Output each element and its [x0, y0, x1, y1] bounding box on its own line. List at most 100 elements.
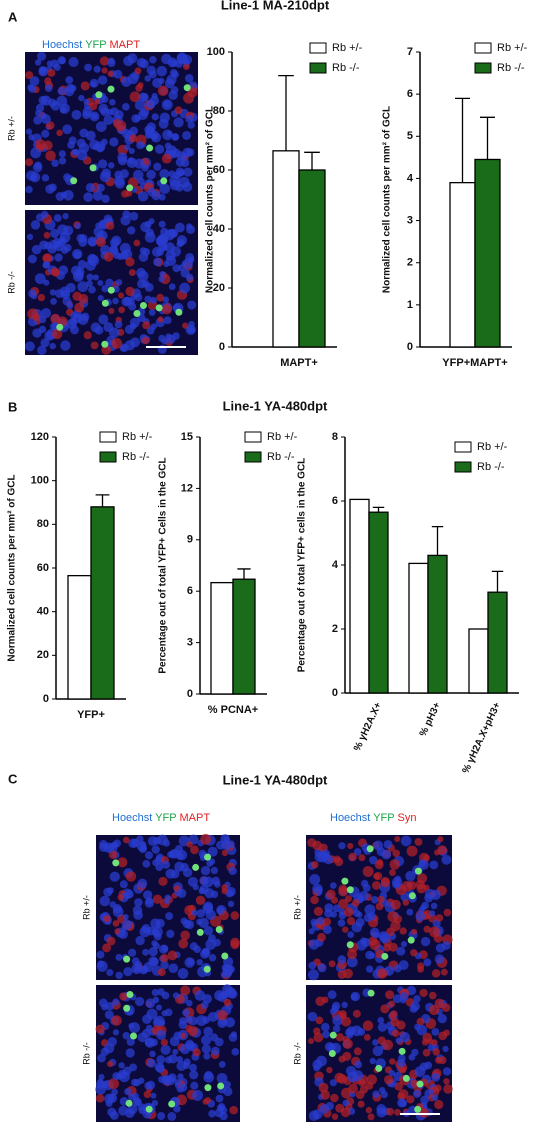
- nucleus: [351, 899, 360, 907]
- nucleus: [161, 53, 172, 65]
- nucleus: [362, 1020, 374, 1031]
- nucleus: [217, 1010, 228, 1021]
- nucleus: [72, 271, 84, 282]
- nucleus: [201, 947, 210, 955]
- nucleus: [353, 848, 362, 856]
- yfp-cell: [203, 965, 211, 973]
- nucleus: [35, 213, 45, 222]
- nucleus: [152, 859, 159, 867]
- nucleus: [216, 906, 225, 915]
- nucleus: [198, 887, 206, 895]
- nucleus: [34, 273, 46, 285]
- x-tick-label: % γH2A.X+: [352, 701, 384, 753]
- nucleus: [177, 238, 185, 247]
- y-tick-label: 2: [332, 623, 338, 635]
- nucleus: [142, 1014, 152, 1025]
- nucleus: [221, 840, 232, 851]
- nucleus: [127, 226, 136, 235]
- yfp-cell: [329, 1031, 337, 1039]
- nucleus: [53, 214, 62, 222]
- nucleus: [97, 1053, 106, 1063]
- nucleus: [90, 81, 97, 88]
- nucleus: [118, 929, 128, 940]
- nucleus: [104, 1010, 114, 1020]
- nucleus: [199, 876, 209, 886]
- nucleus: [101, 1003, 108, 1011]
- nucleus: [342, 926, 349, 933]
- nucleus: [394, 1108, 401, 1116]
- nucleus: [393, 964, 402, 973]
- yfp-cell: [381, 952, 389, 960]
- nucleus: [88, 285, 96, 294]
- nucleus: [168, 283, 176, 291]
- nucleus: [77, 259, 87, 269]
- nucleus: [112, 1029, 120, 1036]
- legend-swatch: [454, 461, 472, 473]
- yfp-cell: [107, 286, 115, 294]
- nucleus: [133, 1098, 141, 1106]
- nucleus: [103, 915, 111, 923]
- nucleus: [397, 1054, 406, 1063]
- nucleus: [114, 110, 124, 120]
- nucleus: [418, 859, 429, 870]
- nucleus: [38, 95, 48, 105]
- yfp-cell: [175, 308, 183, 316]
- nucleus: [152, 928, 160, 937]
- nucleus: [70, 312, 78, 320]
- nucleus: [167, 1111, 177, 1121]
- nucleus: [112, 118, 122, 128]
- nucleus: [117, 152, 128, 163]
- nucleus: [100, 1047, 110, 1056]
- nucleus: [153, 257, 162, 267]
- nucleus: [51, 159, 59, 167]
- nucleus: [191, 909, 198, 916]
- yfp-cell: [145, 1105, 153, 1113]
- nucleus: [114, 320, 123, 329]
- nucleus: [62, 213, 69, 220]
- nucleus: [133, 239, 141, 247]
- nucleus: [390, 1017, 400, 1027]
- nucleus: [338, 842, 346, 850]
- nucleus: [112, 251, 121, 259]
- yfp-cell: [133, 310, 141, 318]
- y-tick-label: 80: [213, 105, 225, 117]
- nucleus: [310, 918, 318, 926]
- nucleus: [60, 340, 71, 351]
- nucleus: [428, 991, 437, 1000]
- nucleus: [203, 1026, 213, 1037]
- nucleus: [107, 58, 116, 68]
- nucleus: [315, 1016, 324, 1025]
- error-bar: [431, 525, 444, 556]
- y-tick-label: 12: [181, 482, 193, 494]
- nucleus: [72, 291, 82, 301]
- nucleus: [307, 969, 319, 981]
- nucleus: [429, 910, 436, 917]
- nucleus: [406, 845, 418, 857]
- nucleus: [389, 859, 401, 870]
- nucleus: [164, 897, 171, 905]
- nucleus: [406, 908, 414, 916]
- nucleus: [390, 920, 401, 932]
- legend-swatch: [454, 441, 472, 453]
- nucleus: [326, 1066, 333, 1074]
- nucleus: [377, 1036, 386, 1045]
- nucleus: [322, 925, 332, 935]
- nucleus: [231, 1047, 240, 1056]
- nucleus: [80, 81, 90, 91]
- legend-swatch: [244, 451, 262, 463]
- nucleus: [121, 76, 132, 87]
- nucleus: [201, 1044, 211, 1054]
- nucleus: [147, 836, 158, 846]
- nucleus: [205, 909, 216, 920]
- nucleus: [372, 1039, 379, 1046]
- nucleus: [175, 157, 185, 167]
- nucleus: [132, 169, 144, 181]
- y-tick-label: 40: [213, 223, 225, 235]
- nucleus: [228, 866, 237, 876]
- nucleus: [124, 1087, 132, 1096]
- nucleus: [150, 1092, 157, 1099]
- nucleus: [48, 183, 57, 192]
- nucleus: [374, 860, 384, 870]
- nucleus: [437, 1014, 447, 1024]
- nucleus: [136, 141, 145, 150]
